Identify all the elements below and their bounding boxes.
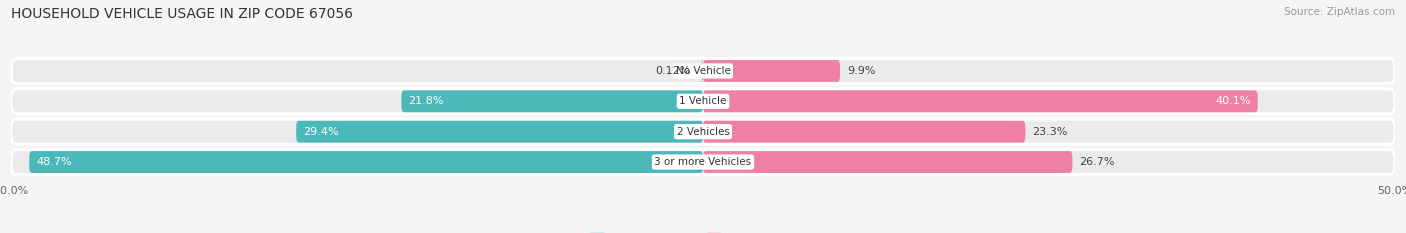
Text: 2 Vehicles: 2 Vehicles bbox=[676, 127, 730, 137]
FancyBboxPatch shape bbox=[11, 58, 1395, 83]
FancyBboxPatch shape bbox=[11, 89, 1395, 114]
Text: 21.8%: 21.8% bbox=[408, 96, 444, 106]
Text: HOUSEHOLD VEHICLE USAGE IN ZIP CODE 67056: HOUSEHOLD VEHICLE USAGE IN ZIP CODE 6705… bbox=[11, 7, 353, 21]
FancyBboxPatch shape bbox=[703, 60, 839, 82]
FancyBboxPatch shape bbox=[11, 150, 1395, 175]
Text: 26.7%: 26.7% bbox=[1080, 157, 1115, 167]
Text: 23.3%: 23.3% bbox=[1032, 127, 1067, 137]
FancyBboxPatch shape bbox=[297, 121, 703, 143]
Text: 29.4%: 29.4% bbox=[304, 127, 339, 137]
FancyBboxPatch shape bbox=[30, 151, 703, 173]
Text: 40.1%: 40.1% bbox=[1216, 96, 1251, 106]
FancyBboxPatch shape bbox=[401, 90, 703, 112]
FancyBboxPatch shape bbox=[703, 121, 1025, 143]
Legend: Owner-occupied, Renter-occupied: Owner-occupied, Renter-occupied bbox=[586, 229, 820, 233]
Text: 1 Vehicle: 1 Vehicle bbox=[679, 96, 727, 106]
Text: 9.9%: 9.9% bbox=[846, 66, 876, 76]
Text: 3 or more Vehicles: 3 or more Vehicles bbox=[654, 157, 752, 167]
Text: 0.12%: 0.12% bbox=[655, 66, 690, 76]
Text: 48.7%: 48.7% bbox=[37, 157, 72, 167]
FancyBboxPatch shape bbox=[700, 60, 704, 82]
FancyBboxPatch shape bbox=[11, 119, 1395, 144]
FancyBboxPatch shape bbox=[703, 151, 1073, 173]
Text: No Vehicle: No Vehicle bbox=[675, 66, 731, 76]
Text: Source: ZipAtlas.com: Source: ZipAtlas.com bbox=[1284, 7, 1395, 17]
FancyBboxPatch shape bbox=[703, 90, 1258, 112]
